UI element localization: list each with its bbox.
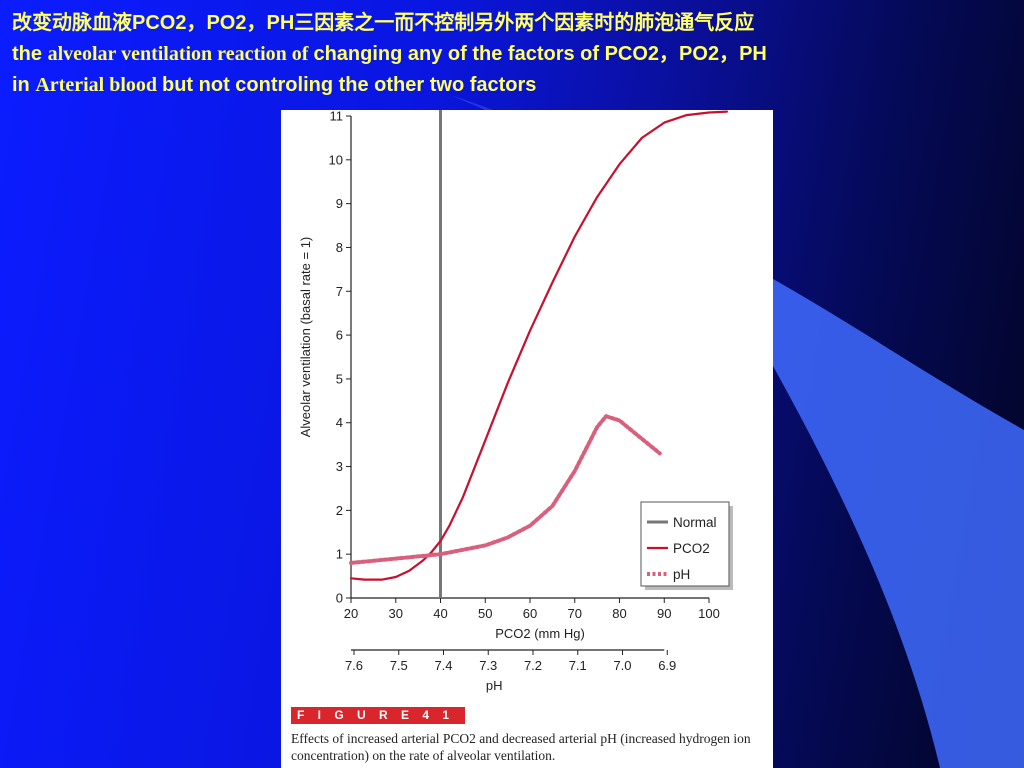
ph-tick-label: 7.5	[390, 658, 408, 673]
pco2-curve	[349, 110, 728, 581]
y-axis-label: Alveolar ventilation (basal rate = 1)	[298, 237, 313, 438]
figure-panel: 0 1 2 3 4 5 6 7 8 9 10 11 20 30 40 50 60 70 80 90 100 PCO2 (m…	[281, 110, 773, 768]
y-tick-label: 4	[336, 415, 343, 430]
y-tick-label: 0	[336, 591, 343, 606]
ph-curve	[349, 414, 662, 565]
x-tick-label: 20	[344, 606, 358, 621]
title-english-line-2: in Arterial blood but not controling the…	[12, 74, 537, 96]
y-tick-label: 6	[336, 328, 343, 343]
slide-title: 改变动脉血液PCO2，PO2，PH三因素之一而不控制另外两个因素时的肺泡通气反应…	[12, 8, 1012, 101]
y-tick-label: 11	[330, 110, 344, 124]
ph-tick-label: 6.9	[658, 658, 676, 673]
title-chinese: 改变动脉血液PCO2，PO2，PH三因素之一而不控制另外两个因素时的肺泡通气反应	[12, 12, 755, 34]
y-tick-label: 5	[336, 371, 343, 386]
figure-caption: Effects of increased arterial PCO2 and d…	[291, 731, 751, 763]
x-tick-label: 40	[433, 606, 447, 621]
x-tick-label: 30	[389, 606, 403, 621]
x-tick-label: 100	[698, 606, 720, 621]
x-tick-label: 70	[568, 606, 582, 621]
figure-label: F I G U R E 4 1 – 3	[291, 707, 465, 739]
legend-box	[640, 501, 730, 587]
legend-label: Normal	[673, 515, 717, 530]
ph-tick-label: 7.3	[479, 658, 497, 673]
ph-axis-label: pH	[486, 678, 503, 693]
y-tick-label: 2	[336, 503, 343, 518]
ph-tick-label: 7.2	[524, 658, 542, 673]
title-english-line-1: the alveolar ventilation reaction of cha…	[12, 43, 767, 65]
ph-tick-label: 7.4	[434, 658, 452, 673]
ph-tick-label: 7.1	[569, 658, 587, 673]
x-axis-label: PCO2 (mm Hg)	[495, 626, 585, 641]
y-tick-label: 7	[336, 284, 343, 299]
ph-tick-label: 7.0	[613, 658, 631, 673]
legend-label: pH	[673, 567, 690, 582]
y-tick-label: 1	[336, 547, 343, 562]
ph-tick-label: 7.6	[345, 658, 363, 673]
y-tick-label: 10	[329, 152, 343, 167]
x-tick-label: 60	[523, 606, 537, 621]
x-tick-label: 80	[612, 606, 626, 621]
ventilation-chart: 0 1 2 3 4 5 6 7 8 9 10 11 20 30 40 50 60 70 80 90 100 PCO2 (m…	[298, 110, 733, 693]
y-tick-label: 9	[336, 196, 343, 211]
y-tick-label: 3	[336, 459, 343, 474]
x-tick-label: 90	[657, 606, 671, 621]
x-tick-label: 50	[478, 606, 492, 621]
legend-label: PCO2	[673, 541, 710, 556]
y-tick-label: 8	[336, 240, 343, 255]
